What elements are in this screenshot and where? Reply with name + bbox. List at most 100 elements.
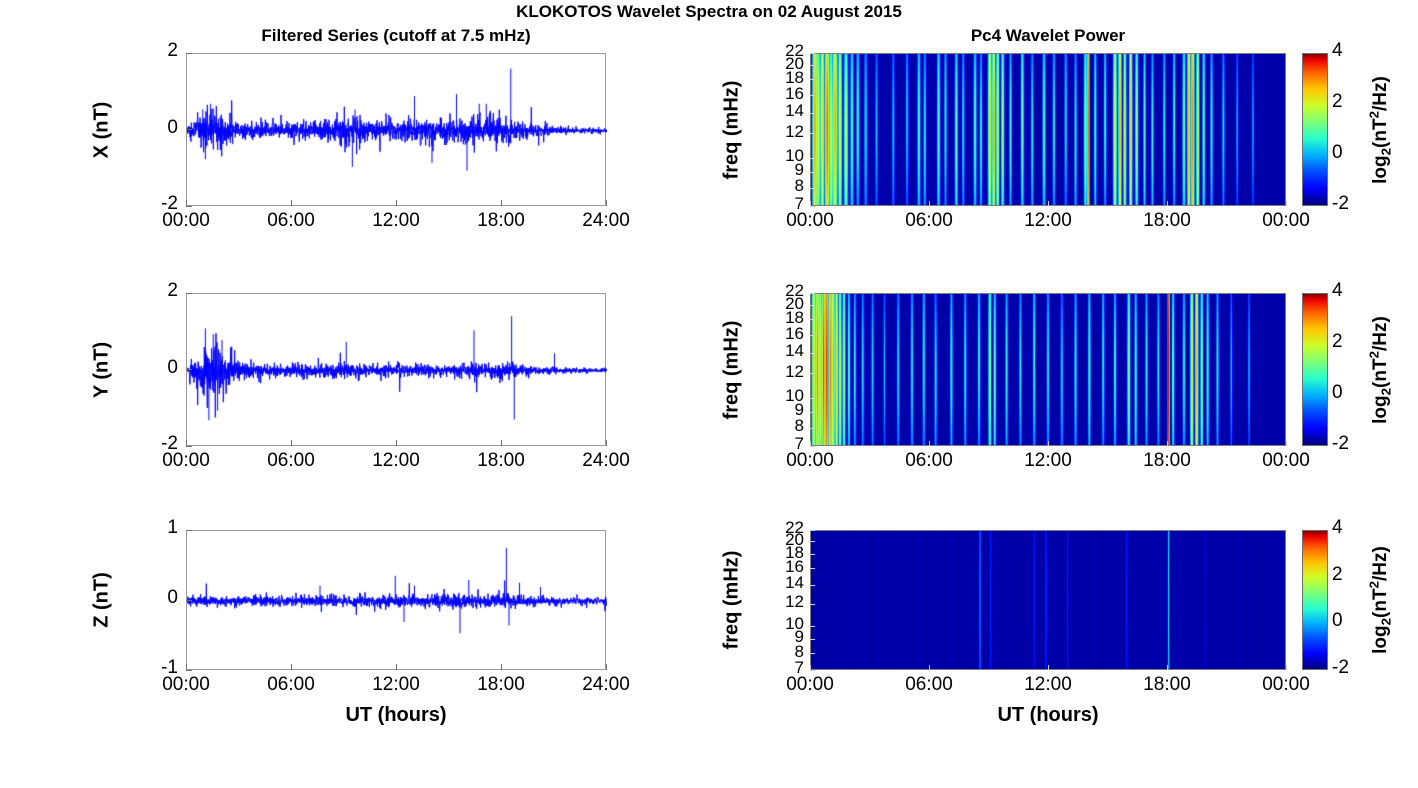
freqtick-label-y-3: 16 [785, 323, 804, 343]
freqtick-label-z-5: 12 [785, 592, 804, 612]
colorbar-tick-label-x-1: 2 [1332, 91, 1343, 112]
ytick-x-2 [186, 205, 192, 207]
colorbar-tick-label-x-0: 4 [1332, 40, 1343, 61]
xtick-label-sp-0-3: 18:00 [1143, 210, 1191, 231]
figure-title: KLOKOTOS Wavelet Spectra on 02 August 20… [516, 2, 902, 21]
freqtick-y-3 [810, 335, 815, 337]
timeseries-trace-z [187, 531, 607, 671]
xtick-sp-2-2 [1047, 665, 1049, 670]
freqtick-z-2 [810, 554, 815, 556]
colorbar-tick-label-y-1: 2 [1332, 331, 1343, 352]
freqtick-z-3 [810, 568, 815, 570]
xtick-ts-2-4 [605, 664, 607, 670]
freqtick-label-y-2: 18 [785, 307, 804, 327]
freqtick-x-9 [810, 205, 815, 207]
xtick-label-ts-0-1: 06:00 [267, 210, 315, 231]
freqtick-x-5 [810, 133, 815, 135]
xtick-label-ts-0-4: 24:00 [582, 210, 630, 231]
xtick-label-ts-2-3: 18:00 [477, 674, 525, 695]
freqtick-label-x-9: 7 [794, 194, 804, 213]
xtick-sp-2-0 [809, 665, 811, 670]
freqtick-label-z-7: 9 [794, 627, 804, 647]
spectrogram-axes-x [810, 53, 1286, 206]
ytick-y-2 [186, 445, 192, 447]
freqtick-label-y-0: 22 [785, 281, 804, 300]
xtick-label-ts-2-1: 06:00 [267, 674, 315, 695]
colorbar-tick-label-x-3: -2 [1332, 193, 1349, 214]
ytick-z-2 [186, 669, 192, 671]
freqtick-label-x-7: 9 [794, 160, 804, 180]
ytick-label-y-0: 2 [167, 280, 178, 301]
freqtick-label-x-0: 22 [785, 41, 804, 60]
timeseries-trace-y [187, 294, 607, 447]
xtick-sp-0-2 [1047, 201, 1049, 206]
xtick-ts-0-1 [290, 200, 292, 206]
freqtick-label-x-3: 16 [785, 83, 804, 103]
xtick-ts-2-0 [185, 664, 187, 670]
freqtick-z-7 [810, 638, 815, 640]
freqtick-label-y-8: 8 [794, 416, 804, 436]
colorbar-label-x: log2(nT2/Hz) [1366, 75, 1394, 184]
xtick-ts-0-2 [395, 200, 397, 206]
colorbar-label-z: log2(nT2/Hz) [1366, 546, 1394, 654]
xtick-sp-2-3 [1166, 665, 1168, 670]
freqtick-x-6 [810, 157, 815, 159]
xtick-ts-1-2 [395, 440, 397, 446]
freqtick-label-z-4: 14 [785, 573, 804, 593]
ytick-y-0 [186, 292, 192, 294]
freqtick-y-1 [810, 305, 815, 307]
timeseries-axes-z [186, 530, 607, 671]
colorbar-z [1302, 530, 1328, 670]
ytick-label-y-2: -2 [161, 433, 178, 454]
freqtick-label-z-3: 16 [785, 556, 804, 576]
xtick-sp-1-2 [1047, 441, 1049, 446]
xtick-label-ts-1-0: 00:00 [162, 450, 210, 471]
colorbar-tick-label-z-2: 0 [1332, 610, 1343, 632]
freqtick-z-1 [810, 541, 815, 543]
axis-label-z: Z (nT) [90, 572, 113, 628]
xtick-sp-1-4 [1285, 441, 1287, 446]
freqtick-z-8 [810, 653, 815, 655]
xtick-label-sp-0-1: 06:00 [905, 210, 953, 231]
xtick-label-ts-1-4: 24:00 [582, 450, 630, 471]
freqtick-x-4 [810, 112, 815, 114]
xtick-ts-1-0 [185, 440, 187, 446]
freqtick-y-8 [810, 427, 815, 429]
xtick-ts-0-4 [605, 200, 607, 206]
xtick-label-ts-0-2: 12:00 [372, 210, 420, 231]
freqtick-label-x-2: 18 [785, 67, 804, 87]
ytick-label-x-2: -2 [161, 193, 178, 214]
xtick-sp-2-4 [1285, 665, 1287, 670]
xtick-sp-0-0 [809, 201, 811, 206]
ytick-label-x-0: 2 [167, 40, 178, 61]
xtick-ts-0-3 [500, 200, 502, 206]
freqtick-y-0 [810, 292, 815, 294]
colorbar-tick-label-z-1: 2 [1332, 563, 1343, 585]
z-wavelet-power [811, 531, 1285, 669]
colorbar-x [1302, 53, 1328, 206]
ytick-z-1 [186, 599, 192, 601]
freqtick-x-7 [810, 171, 815, 173]
xtick-label-sp-1-0: 00:00 [786, 450, 834, 471]
freqtick-x-3 [810, 95, 815, 97]
xtick-label-ts-0-0: 00:00 [162, 210, 210, 231]
freqtick-y-4 [810, 352, 815, 354]
colorbar-label-y: log2(nT2/Hz) [1366, 315, 1394, 424]
ytick-z-0 [186, 529, 192, 531]
colorbar-tick-label-z-3: -2 [1332, 657, 1349, 678]
freqtick-label-x-5: 12 [785, 121, 804, 141]
axis-label-y: Y (nT) [90, 341, 113, 398]
y-wavelet-power [811, 294, 1285, 445]
ytick-y-1 [186, 369, 192, 370]
freqtick-label-z-2: 18 [785, 542, 804, 562]
colorbar-tick-label-y-3: -2 [1332, 433, 1349, 454]
freqtick-label-x-6: 10 [785, 146, 804, 166]
colorbar-tick-label-y-0: 4 [1332, 280, 1343, 301]
freqtick-y-2 [810, 319, 815, 321]
xtick-ts-1-1 [290, 440, 292, 446]
xtick-sp-1-1 [928, 441, 930, 446]
ytick-x-1 [186, 129, 192, 130]
freqtick-z-6 [810, 625, 815, 627]
xtick-label-sp-2-0: 00:00 [786, 674, 834, 695]
xtick-label-ts-1-1: 06:00 [267, 450, 315, 471]
